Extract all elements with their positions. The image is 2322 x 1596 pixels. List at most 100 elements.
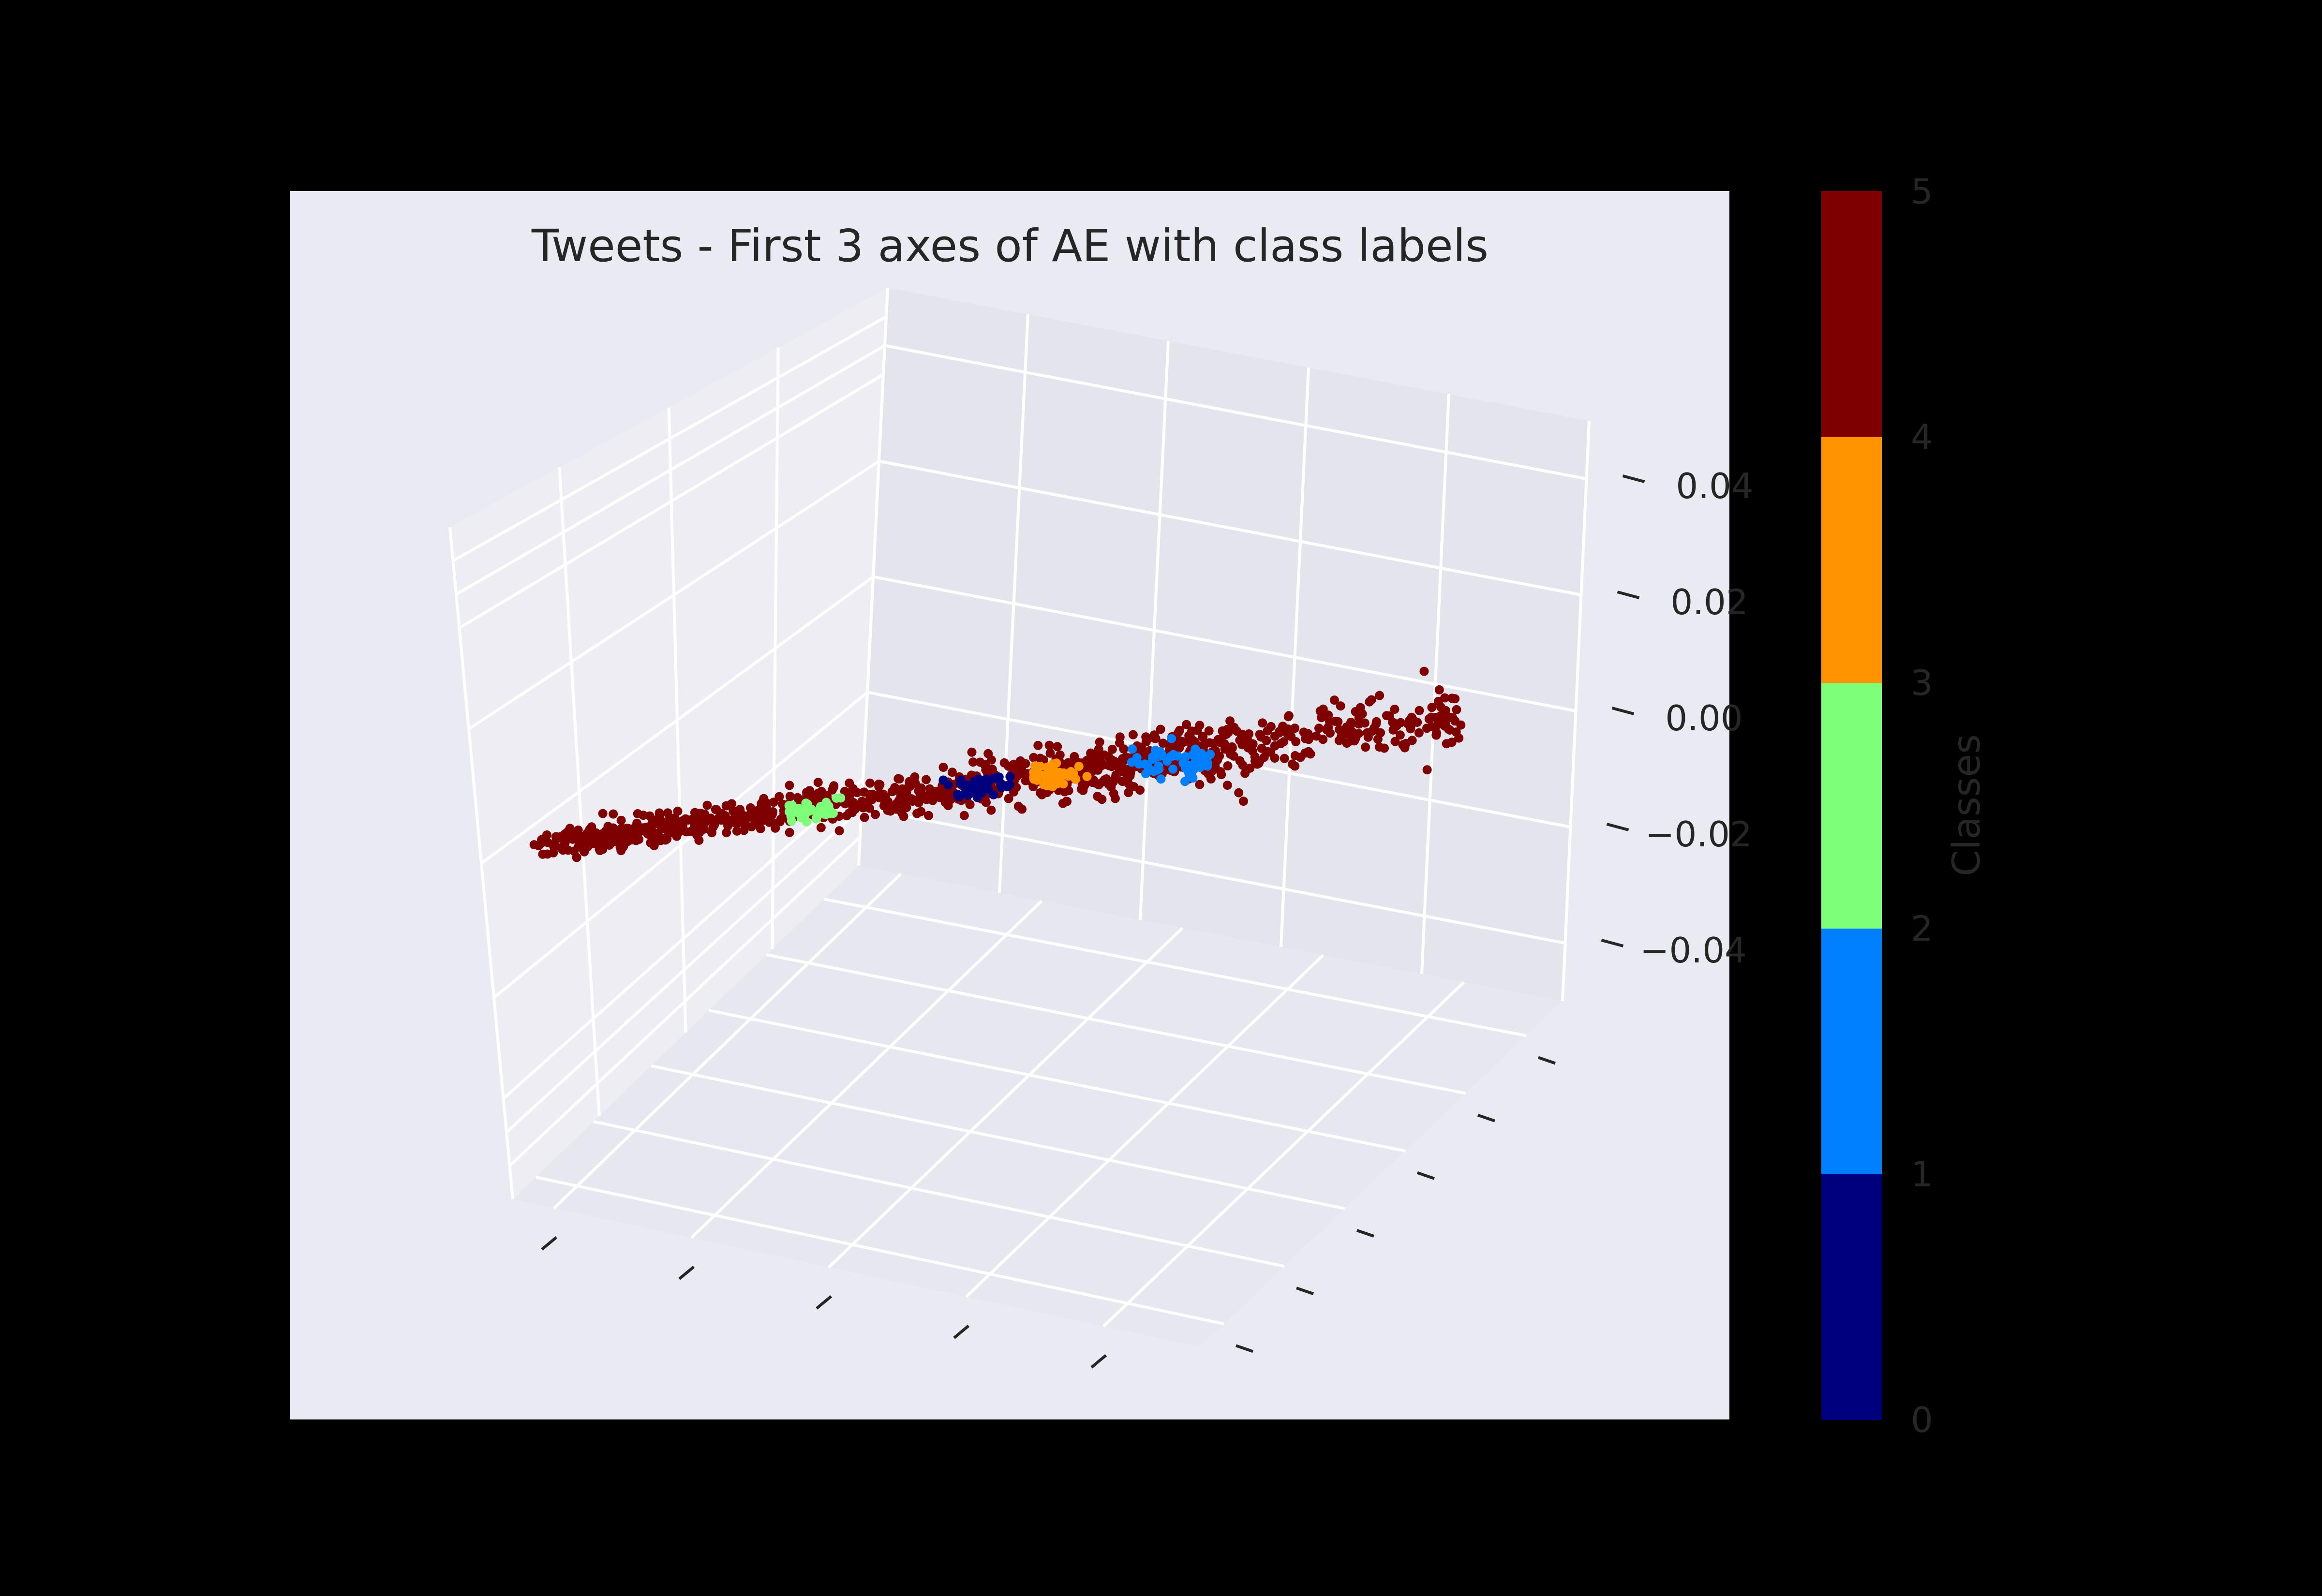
- scatter-point-class-4: [1097, 795, 1107, 804]
- scatter-point-class-4: [663, 808, 672, 818]
- scatter-point-class-4: [893, 774, 903, 783]
- z-tick-label: 0.04: [1676, 466, 1753, 506]
- scatter-point-class-4: [860, 798, 869, 807]
- scatter-point-class-4: [1244, 729, 1254, 739]
- scatter-point-class-4: [1330, 695, 1339, 705]
- scatter-point-class-4: [986, 805, 996, 815]
- scatter-point-class-4: [785, 781, 794, 790]
- z-tick-mark: [1611, 707, 1635, 715]
- scatter-point-class-4: [1098, 760, 1108, 769]
- scatter-point-class-4: [772, 818, 781, 828]
- scatter-point-class-4: [1227, 742, 1237, 752]
- scatter-point-class-1: [1188, 750, 1197, 759]
- colorbar-tick-label: 3: [1911, 663, 1933, 703]
- scatter-point-class-4: [999, 758, 1009, 768]
- scatter-point-class-4: [1371, 717, 1381, 726]
- scatter-point-class-4: [568, 834, 578, 844]
- scatter-point-class-0: [956, 775, 966, 785]
- scatter-point-class-4: [834, 826, 844, 836]
- scatter-point-class-4: [1454, 733, 1464, 743]
- scatter-point-class-4: [1315, 706, 1325, 716]
- scatter-point-class-4: [908, 779, 918, 789]
- scatter-point-class-4: [1414, 728, 1424, 738]
- scatter-point-class-4: [712, 805, 721, 814]
- scatter-point-class-4: [897, 784, 907, 794]
- scatter-point-class-4: [1004, 794, 1013, 803]
- scatter-point-class-4: [1395, 730, 1405, 740]
- scatter-point-class-4: [696, 821, 705, 830]
- scatter-point-class-4: [1436, 711, 1445, 721]
- y-tick-mark: [1417, 1171, 1435, 1180]
- scatter-point-class-4: [655, 808, 664, 818]
- x-tick-mark: [678, 1265, 695, 1280]
- scatter-point-class-4: [1419, 666, 1429, 676]
- grid-lines: [448, 287, 1591, 1328]
- scatter-point-class-4: [1107, 744, 1117, 754]
- scatter-point-class-4: [1201, 739, 1211, 748]
- scatter-point-class-4: [702, 800, 712, 810]
- scatter-point-class-4: [813, 778, 823, 787]
- scatter-point-class-0: [997, 783, 1006, 792]
- scatter-point-class-4: [664, 829, 673, 839]
- scatter-point-class-4: [785, 792, 795, 801]
- scatter-point-class-4: [732, 826, 742, 836]
- floor-gridline-y: [651, 1064, 1345, 1210]
- scatter-point-class-4: [710, 820, 719, 830]
- z-tick-mark: [1606, 823, 1629, 831]
- scatter-point-class-4: [1336, 701, 1345, 711]
- scatter-point-class-4: [1279, 737, 1289, 747]
- colorbar-segment: [1821, 1174, 1882, 1420]
- scatter-point-class-4: [916, 807, 926, 816]
- scatter-point-class-4: [1258, 718, 1267, 728]
- scatter-point-class-1: [1128, 744, 1137, 754]
- scatter-point-class-4: [1094, 780, 1103, 790]
- scatter-point-class-4: [656, 836, 666, 845]
- scatter-point-class-0: [963, 790, 973, 800]
- scatter-point-class-4: [729, 808, 739, 817]
- scatter-point-class-4: [1262, 736, 1271, 745]
- scatter-point-class-4: [940, 798, 950, 807]
- scatter-point-class-4: [1128, 730, 1138, 739]
- scatter-point-class-0: [979, 776, 989, 786]
- scatter-point-class-4: [986, 755, 996, 765]
- scatter-point-class-4: [1250, 756, 1260, 766]
- scatter-point-class-4: [662, 822, 671, 832]
- scatter-point-class-4: [1237, 729, 1247, 739]
- scatter-point-class-4: [537, 838, 547, 848]
- scatter-point-class-4: [563, 845, 573, 855]
- scatter-point-class-4: [901, 797, 911, 806]
- scatter-point-class-4: [1409, 715, 1418, 725]
- scatter-point-class-4: [874, 782, 884, 792]
- scatter-point-class-4: [598, 844, 608, 854]
- scatter-point-class-4: [529, 840, 539, 850]
- scatter-point-class-4: [598, 809, 608, 818]
- scatter-point-class-4: [1036, 788, 1045, 798]
- scatter-point-class-4: [1376, 728, 1385, 738]
- scatter-point-class-0: [972, 785, 982, 795]
- scatter-point-class-4: [603, 822, 613, 831]
- scatter-point-class-4: [754, 813, 764, 822]
- scatter-point-class-4: [1434, 685, 1444, 695]
- scatter-point-class-4: [1304, 747, 1313, 756]
- scatter-point-class-4: [1351, 707, 1360, 716]
- scatter-point-class-4: [1401, 739, 1411, 748]
- scatter-point-class-4: [1045, 748, 1055, 758]
- scatter-point-class-4: [727, 799, 737, 809]
- back-pane-horizontal-gridline: [861, 806, 1566, 945]
- scatter-point-class-4: [980, 760, 990, 770]
- scatter-point-class-4: [549, 842, 558, 851]
- left-pane-vertical-gridline: [558, 467, 601, 1116]
- scatter-point-class-0: [989, 790, 998, 799]
- scatter-point-class-4: [616, 815, 626, 825]
- scatter-point-class-2: [805, 806, 815, 816]
- scatter-point-class-0: [961, 783, 970, 793]
- scatter-point-class-1: [1169, 750, 1178, 759]
- scatter-point-class-4: [1222, 781, 1232, 790]
- scatter-point-class-4: [840, 786, 849, 796]
- scatter-point-class-4: [880, 792, 890, 802]
- scatter-point-class-4: [868, 789, 878, 799]
- colorbar-label: Classes: [1945, 734, 1989, 876]
- axis-ticks: 0.04 0.02 0.00 −0.02 −0.04: [541, 466, 1754, 1369]
